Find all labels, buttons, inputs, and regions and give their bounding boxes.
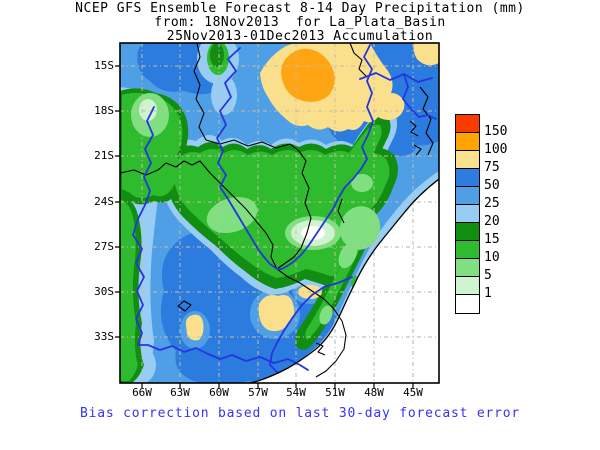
colorbar-label-5: 5 [484, 268, 492, 283]
colorbar-label-25: 25 [484, 196, 500, 211]
x-tick-label-48w: 48W [364, 386, 384, 399]
rivers [132, 44, 437, 374]
axis-ticks [115, 65, 414, 388]
x-tick-label-60w: 60W [209, 386, 229, 399]
green-regions [120, 43, 439, 383]
x-tick-label-51w: 51W [325, 386, 345, 399]
colorbar-label-100: 100 [484, 142, 508, 157]
colorbar-swatch-green [456, 241, 479, 259]
y-tick-label-21s: 21S [94, 149, 114, 162]
title-line-2: from: 18Nov2013 for La_Plata_Basin [154, 15, 446, 30]
y-tick-label-18s: 18S [94, 104, 114, 117]
precipitation-map [115, 42, 440, 388]
colorbar-label-50: 50 [484, 178, 500, 193]
y-tick-label-33s: 33S [94, 330, 114, 343]
colorbar-label-150: 150 [484, 124, 508, 139]
coastline [247, 178, 439, 383]
colorbar-swatch-yellow [456, 151, 479, 169]
y-tick-label-30s: 30S [94, 285, 114, 298]
x-tick-label-57w: 57W [248, 386, 268, 399]
colorbar-swatch-red [456, 115, 479, 133]
title-line-1: NCEP GFS Ensemble Forecast 8-14 Day Prec… [75, 1, 525, 16]
title-line-3: 25Nov2013-01Dec2013 Accumulation [166, 29, 434, 44]
map-fill-layers [120, 43, 439, 383]
colorbar [455, 114, 480, 314]
colorbar-swatch-white [456, 295, 479, 313]
colorbar-swatch-pale-green [456, 277, 479, 295]
colorbar-swatch-light-blue [456, 205, 479, 223]
colorbar-label-10: 10 [484, 250, 500, 265]
colorbar-swatch-medium-blue [456, 187, 479, 205]
x-tick-label-45w: 45W [403, 386, 423, 399]
colorbar-label-15: 15 [484, 232, 500, 247]
colorbar-swatch-light-green [456, 259, 479, 277]
x-tick-label-54w: 54W [286, 386, 306, 399]
x-tick-label-63w: 63W [170, 386, 190, 399]
x-tick-label-66w: 66W [132, 386, 152, 399]
colorbar-swatch-blue [456, 169, 479, 187]
colorbar-swatch-orange [456, 133, 479, 151]
map-frame [119, 42, 440, 384]
y-tick-label-15s: 15S [94, 59, 114, 72]
colorbar-label-1: 1 [484, 286, 492, 301]
colorbar-label-20: 20 [484, 214, 500, 229]
colorbar-swatch-dark-green [456, 223, 479, 241]
y-tick-label-24s: 24S [94, 195, 114, 208]
ocean [250, 179, 439, 383]
y-tick-label-27s: 27S [94, 240, 114, 253]
bias-correction-caption: Bias correction based on last 30-day for… [80, 406, 520, 421]
colorbar-label-75: 75 [484, 160, 500, 175]
